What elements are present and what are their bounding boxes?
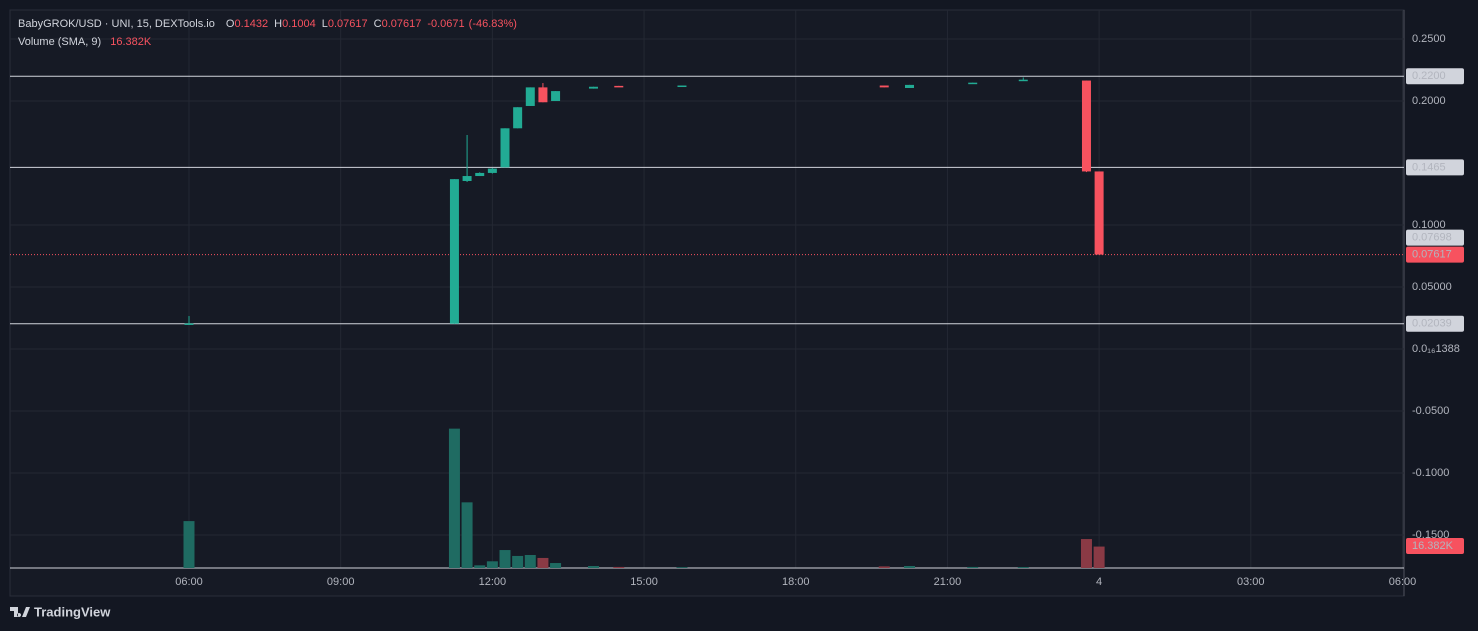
candle-body (475, 172, 485, 177)
volume-bar (904, 565, 916, 568)
change-pct: (-46.83%) (469, 18, 517, 30)
volume-tag-box (1406, 538, 1464, 555)
candle-body (551, 91, 561, 102)
volume-label: Volume (SMA, 9) (18, 36, 101, 48)
candle-body (879, 85, 889, 88)
candle-body (462, 176, 472, 181)
candle-body (1081, 80, 1091, 172)
candle-body (1018, 79, 1028, 82)
candle-body (677, 85, 687, 88)
price-tag: 0.1465 (1412, 161, 1446, 173)
x-tick-label: 18:00 (782, 576, 810, 588)
price-tag: 0.07617 (1412, 248, 1452, 260)
volume-bar (499, 550, 511, 568)
volume-bar (550, 563, 562, 568)
candle-body (968, 82, 978, 85)
candle-body (588, 86, 598, 89)
change: -0.0671 (427, 18, 464, 30)
ohlc-value: 0.07617 (382, 18, 422, 30)
x-tick-label: 21:00 (934, 576, 962, 588)
grid (10, 10, 1404, 569)
y-tick-label: 0.05000 (1412, 281, 1452, 293)
candle-body (525, 87, 535, 106)
x-tick-label: 4 (1096, 576, 1102, 588)
volume-bar (537, 557, 549, 568)
candle-body (905, 84, 915, 88)
price-tag-box (1406, 246, 1464, 263)
volume-bar (676, 567, 688, 568)
price-tag: 0.02039 (1412, 318, 1452, 330)
volume-bar (486, 561, 498, 568)
price-tag: 0.2200 (1412, 70, 1446, 82)
volume-bar (878, 566, 890, 568)
y-tick-label: 0.2500 (1412, 33, 1446, 45)
ohlc-value: 0.07617 (328, 18, 368, 30)
volume-bar (183, 521, 195, 568)
y-tick-label: 0.1000 (1412, 219, 1446, 231)
volume-bar (474, 565, 486, 568)
candle-body (614, 85, 624, 88)
price-tag: 0.07698 (1412, 231, 1452, 243)
price-tag-box (1406, 229, 1464, 246)
x-tick-label: 03:00 (1237, 576, 1265, 588)
candle-body (513, 107, 523, 129)
ohlc-key: O (226, 18, 235, 30)
candle-body (1094, 171, 1104, 255)
x-tick-label: 15:00 (630, 576, 658, 588)
candle-body (538, 87, 548, 103)
volume-bar (512, 555, 524, 568)
x-tick-label: 06:00 (175, 576, 203, 588)
price-tag-box (1406, 159, 1464, 176)
ohlc-value: 0.1432 (234, 18, 268, 30)
ohlc-value: 0.1004 (282, 18, 316, 30)
ohlc-key: C (374, 18, 382, 30)
x-tick-label: 09:00 (327, 576, 355, 588)
volume-bar (967, 566, 979, 568)
y-tick-label: -0.1500 (1412, 529, 1449, 541)
y-tick-label: -0.1000 (1412, 467, 1449, 479)
volume-bar (1080, 539, 1092, 568)
brand: TradingView (34, 604, 111, 619)
y-tick-label: 0.0₁₆1388 (1412, 343, 1460, 355)
plot-area (9, 9, 1405, 597)
x-tick-label: 12:00 (479, 576, 507, 588)
y-tick-label: 0.2000 (1412, 95, 1446, 107)
x-tick-label: 06:00 (1389, 576, 1417, 588)
price-tag-box (1406, 315, 1464, 332)
volume-bar (1017, 567, 1029, 568)
volume-bar (587, 565, 599, 568)
volume-bar (448, 428, 460, 568)
volume-tag: 16.382K (1412, 540, 1454, 552)
candle-body (500, 128, 510, 168)
volume-sma: 16.382K (110, 36, 152, 48)
header: BabyGROK/USD · UNI, 15, DEXTools.io O0.1… (18, 18, 517, 30)
volume-bar (1093, 546, 1105, 568)
price-tag-box (1406, 68, 1464, 85)
brand-logo (10, 607, 30, 617)
volume-bar (613, 566, 625, 568)
marks (10, 75, 1404, 568)
axis: 0.2500 0.2000 0.1000 0.05000 0.0₁₆1388 -0.050… (175, 33, 1464, 588)
volume-header: Volume (SMA, 9) 16.382K (18, 36, 152, 48)
volume-bar (524, 555, 536, 568)
ohlc-key: L (322, 18, 328, 30)
candle-body (449, 179, 459, 324)
y-tick-label: -0.0500 (1412, 405, 1449, 417)
volume-bar (461, 502, 473, 568)
candle-body (487, 168, 497, 173)
candle-body (184, 323, 194, 325)
symbol: BabyGROK/USD · UNI, 15, DEXTools.io (18, 18, 215, 30)
ohlc-key: H (274, 18, 282, 30)
